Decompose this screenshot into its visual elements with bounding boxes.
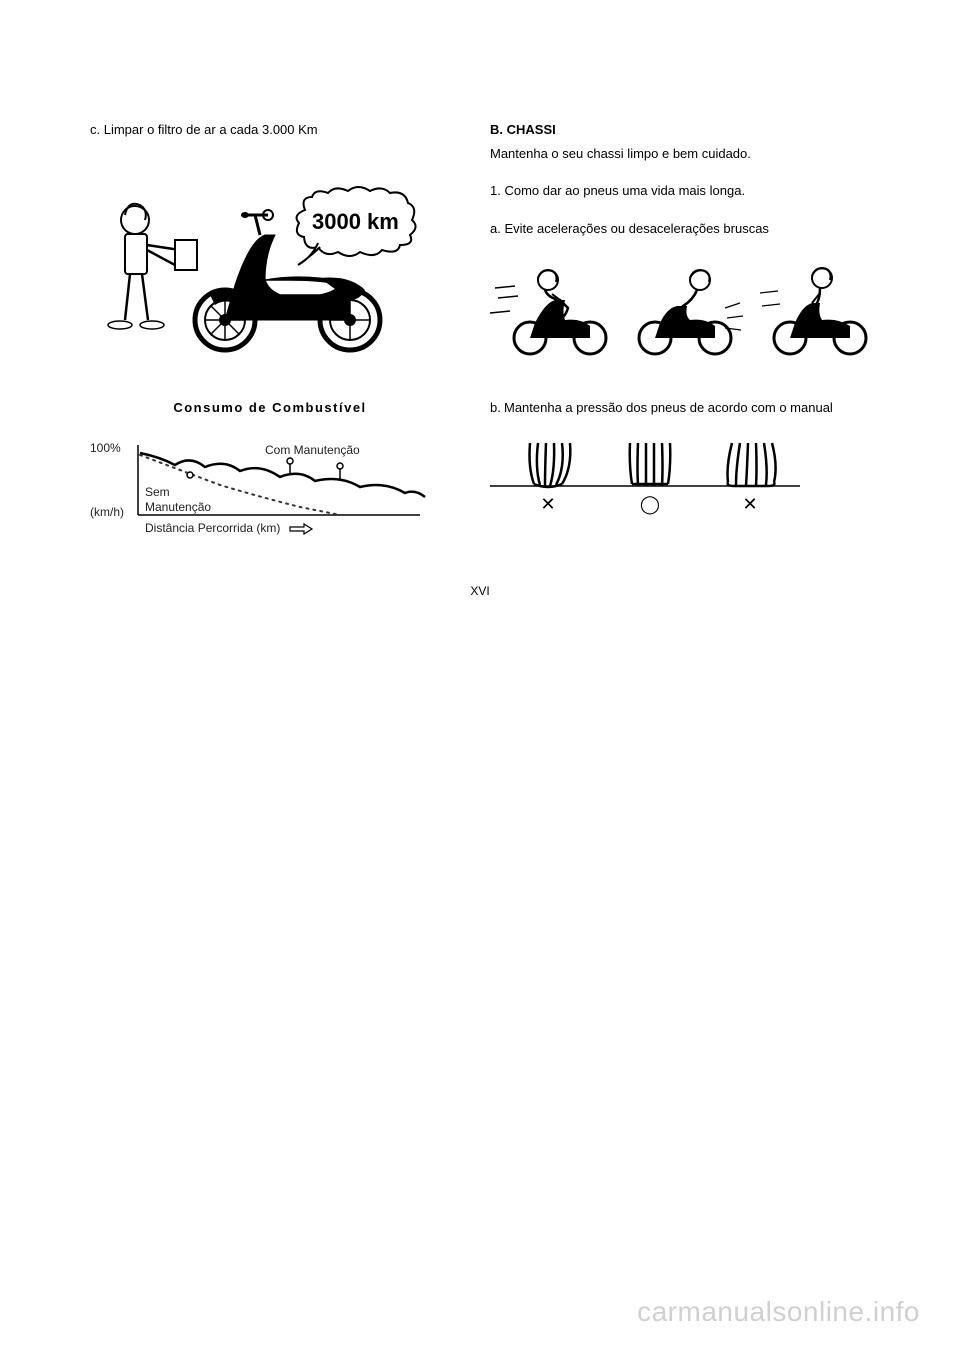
chart-y-100: 100%: [90, 441, 121, 455]
svg-text:✕: ✕: [742, 494, 757, 514]
speech-bubble: 3000 km: [290, 185, 420, 255]
item-b-prefix: b.: [490, 398, 504, 418]
svg-text:◯: ◯: [640, 494, 660, 515]
item-b-text: Mantenha a pressão dos pneus de acordo c…: [504, 398, 833, 418]
bubble-text: 3000 km: [312, 209, 399, 235]
tires-illustration: ✕ ◯ ✕: [490, 438, 800, 518]
page-number: XVI: [0, 584, 960, 598]
chart-line1-label: Com Manutenção: [265, 443, 360, 457]
item-b-row: b. Mantenha a pressão dos pneus de acord…: [490, 398, 880, 418]
riders-illustration: [490, 258, 880, 368]
section-b-title: B. CHASSI: [490, 120, 880, 140]
item-a-text: a. Evite acelerações ou desacelerações b…: [490, 219, 880, 239]
item-c-text: c. Limpar o filtro de ar a cada 3.000 Km: [90, 120, 450, 140]
chart-title: Consumo de Combustível: [90, 400, 450, 415]
watermark: carmanualsonline.info: [637, 1296, 920, 1328]
item-1-text: 1. Como dar ao pneus uma vida mais longa…: [490, 181, 880, 201]
chart-line2-label-b: Manutenção: [145, 500, 211, 514]
chart-y-unit: (km/h): [90, 505, 124, 519]
fuel-consumption-chart: 100% (km/h) Com Manutenção Sem Manutençã…: [90, 435, 430, 545]
svg-text:✕: ✕: [540, 494, 555, 514]
scooter-illustration: 3000 km: [90, 180, 450, 360]
chart-line2-label-a: Sem: [145, 485, 170, 499]
section-b-intro: Mantenha o seu chassi limpo e bem cuidad…: [490, 144, 880, 164]
chart-x-label: Distância Percorrida (km): [145, 521, 280, 535]
